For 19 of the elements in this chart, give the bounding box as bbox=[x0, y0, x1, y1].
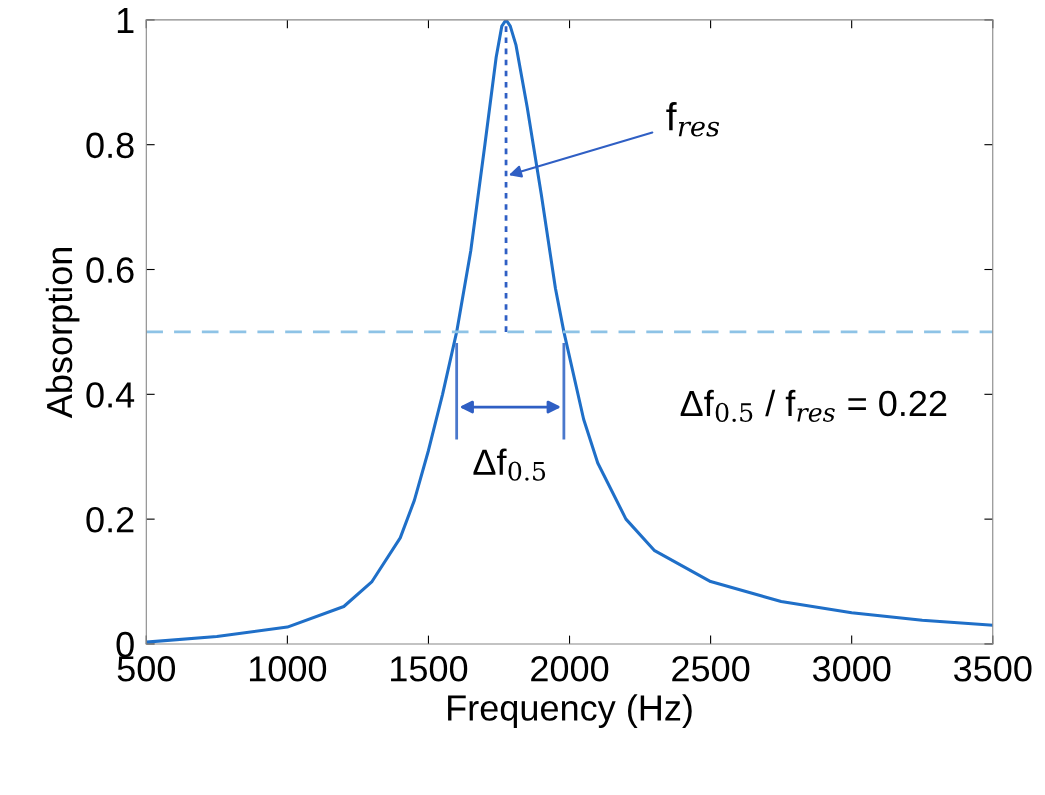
x-tick-label: 3500 bbox=[953, 656, 1032, 682]
annotation: Δf$_{0.5}$ / f$_{res}$ = 0.22 bbox=[680, 389, 947, 422]
y-tick-label: 0.2 bbox=[86, 507, 134, 533]
x-tick-label: 2000 bbox=[531, 656, 609, 682]
annotation: Δf$_{0.5}$ bbox=[473, 448, 546, 481]
y-tick-label: 1 bbox=[117, 8, 134, 33]
x-tick-label: 2500 bbox=[672, 656, 750, 682]
x-tick-label: 1500 bbox=[391, 656, 468, 682]
x-axis-title: Frequency (Hz) bbox=[448, 694, 692, 728]
line-series bbox=[146, 19, 993, 644]
y-axis-title: Absorption bbox=[45, 247, 80, 419]
y-tick-label: 0 bbox=[116, 631, 134, 658]
x-tick-label: 1000 bbox=[249, 656, 327, 682]
y-tick-label: 0.8 bbox=[86, 132, 134, 159]
y-tick-label: 0.6 bbox=[86, 257, 134, 283]
annotation: f$_{res}$ bbox=[666, 102, 720, 137]
y-tick-label: 0.4 bbox=[86, 382, 135, 408]
x-tick-label: 500 bbox=[117, 656, 176, 682]
x-tick-label: 3000 bbox=[812, 656, 891, 682]
